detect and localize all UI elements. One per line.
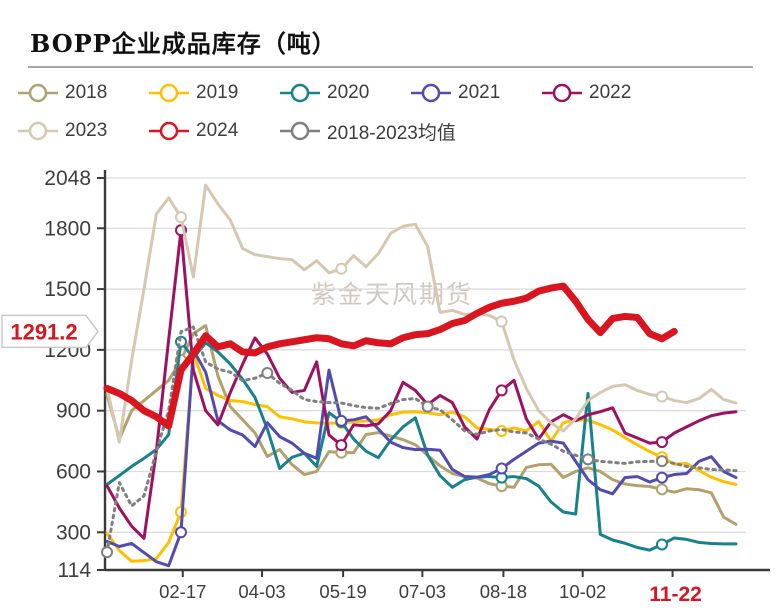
series-marker-2018-2023均值 bbox=[421, 400, 434, 413]
series-marker-2021 bbox=[655, 471, 668, 484]
series-marker-2022 bbox=[495, 384, 508, 397]
chart-title: BOPP企业成品库存（吨） bbox=[30, 29, 337, 58]
legend-item-2024: 2024 bbox=[149, 112, 280, 150]
series-marker-2018-2023均值 bbox=[261, 366, 274, 379]
legend-marker-icon bbox=[149, 121, 189, 141]
legend-item-2021: 2021 bbox=[411, 74, 542, 112]
x-axis-highlight-label: 11-22 bbox=[649, 583, 702, 606]
x-axis-label: 02-17 bbox=[159, 581, 206, 602]
series-marker-2021 bbox=[495, 462, 508, 475]
legend-label: 2024 bbox=[196, 120, 239, 141]
series-marker-2018-2023均值 bbox=[655, 455, 668, 468]
x-axis-label: 10-02 bbox=[559, 581, 606, 602]
series-marker-2021 bbox=[335, 414, 348, 427]
x-axis-label: 04-03 bbox=[238, 581, 285, 602]
x-axis-label: 07-03 bbox=[399, 581, 446, 602]
series-line-2019 bbox=[105, 351, 738, 563]
series-marker-2018-2023均值 bbox=[101, 546, 113, 559]
watermark-text: 紫金天风期货 bbox=[311, 281, 473, 309]
legend-item-2018-2023均值: 2018-2023均值 bbox=[280, 112, 456, 150]
series-marker-2023 bbox=[495, 315, 508, 328]
series-marker-2023 bbox=[655, 390, 668, 403]
legend-item-2022: 2022 bbox=[542, 74, 673, 112]
legend-item-2020: 2020 bbox=[280, 74, 411, 112]
title-divider bbox=[28, 66, 753, 68]
series-line-2023 bbox=[105, 183, 738, 444]
series-line-2024 bbox=[103, 282, 678, 430]
legend-item-2019: 2019 bbox=[149, 74, 280, 112]
legend-marker-icon bbox=[149, 83, 189, 103]
series-line-2022 bbox=[105, 228, 738, 540]
series-marker-2022 bbox=[335, 439, 348, 452]
y-axis-label: 300 bbox=[56, 521, 91, 544]
legend-label: 2021 bbox=[458, 82, 501, 103]
series-marker-2023 bbox=[335, 262, 348, 275]
series-marker-2023 bbox=[174, 211, 187, 224]
legend-label: 2018-2023均值 bbox=[327, 122, 456, 144]
y-axis-label: 1800 bbox=[44, 217, 91, 240]
series-line-2018 bbox=[105, 324, 738, 526]
legend-label: 2020 bbox=[327, 82, 370, 103]
series-marker-2018-2023均值 bbox=[581, 453, 594, 466]
legend-label: 2019 bbox=[196, 82, 239, 103]
series-line-2020 bbox=[105, 340, 738, 552]
legend-marker-icon bbox=[18, 83, 58, 103]
x-axis-label: 08-18 bbox=[480, 581, 527, 602]
series-marker-2020 bbox=[655, 538, 668, 551]
chart-legend: 2018 2019 2020 2021 2022 2023 2024 2018-2023均值 bbox=[18, 74, 778, 150]
legend-marker-icon bbox=[542, 83, 582, 103]
series-marker-2021 bbox=[174, 526, 187, 539]
legend-item-2023: 2023 bbox=[18, 112, 149, 150]
legend-item-2018: 2018 bbox=[18, 74, 149, 112]
y-axis-label: 2048 bbox=[44, 167, 91, 190]
legend-marker-icon bbox=[280, 121, 320, 141]
latest-value-label: 1291.2 bbox=[10, 319, 77, 344]
legend-marker-icon bbox=[280, 83, 320, 103]
legend-marker-icon bbox=[411, 83, 451, 103]
legend-label: 2023 bbox=[65, 120, 108, 141]
latest-value-callout bbox=[1, 314, 99, 349]
y-axis-label: 114 bbox=[58, 559, 92, 582]
series-marker-2018 bbox=[655, 483, 668, 496]
y-axis-label: 1500 bbox=[44, 278, 91, 301]
legend-marker-icon bbox=[18, 121, 58, 141]
legend-label: 2018 bbox=[65, 82, 108, 103]
x-axis-label: 05-19 bbox=[319, 581, 366, 602]
series-line-2018-2023均值 bbox=[105, 325, 738, 554]
y-axis-label: 900 bbox=[56, 400, 91, 423]
legend-label: 2022 bbox=[589, 82, 632, 103]
y-axis-label: 600 bbox=[56, 460, 91, 483]
series-line-2021 bbox=[105, 348, 738, 568]
series-marker-2022 bbox=[655, 436, 668, 449]
